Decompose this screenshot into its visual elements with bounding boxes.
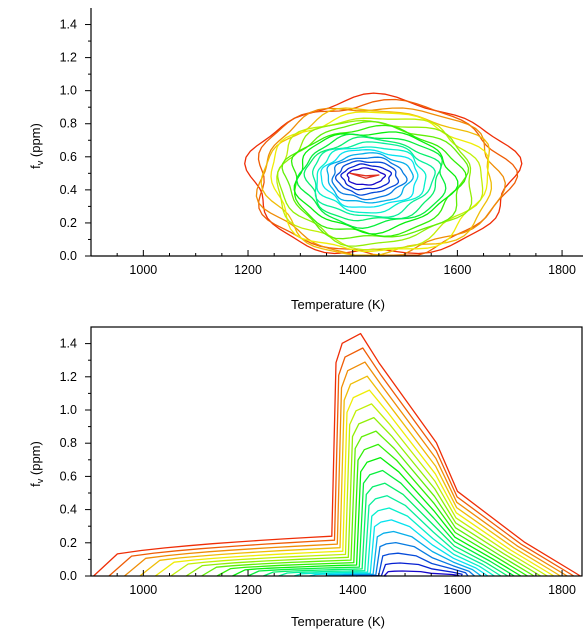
contour-line [263,482,509,577]
y-axis-title-top-main: f [28,165,43,169]
x-tick-label: 1000 [129,263,157,277]
y-tick-label: 1.0 [60,84,77,98]
contour-line [316,146,427,214]
contour-line [334,160,400,196]
x-tick-label: 1400 [339,263,367,277]
y-axis-title-top-sub: v [35,160,45,165]
x-tick-label: 1600 [443,263,471,277]
y-tick-label: 0.0 [60,249,77,263]
y-tick-label: 0.6 [60,469,77,483]
y-axis-title-bottom-sub: v [35,478,45,483]
contour-line [244,92,523,255]
y-tick-label: 0.0 [60,569,77,583]
contour-line [331,156,408,201]
contour-line [293,131,459,235]
y-axis-title-top: fv (ppm) [28,123,45,169]
contour-line [170,403,548,577]
contour-line [324,530,482,577]
contour-line [326,152,414,204]
y-tick-label: 1.0 [60,403,77,417]
contour-line [303,136,442,222]
x-tick-label: 1200 [234,583,262,597]
contour-line [232,456,522,577]
contour-line [312,141,436,218]
axes-bottom: 1000 1200 1400 1600 1800 0.0 0.2 0.4 0.6 0.8 1.0 1.… [60,326,583,597]
contour-line [320,149,419,208]
y-axis-title-bottom: fv (ppm) [28,441,45,487]
x-axis-title-top: Temperature (K) [291,297,385,312]
x-tick-label: 1800 [548,263,576,277]
contour-line [294,507,495,577]
x-tick-label: 1800 [548,583,576,597]
x-tick-label: 1200 [234,263,262,277]
contour-lines-top [244,92,523,256]
contour-line [290,124,467,237]
contour-line [277,119,473,247]
contour-lines-bottom [93,332,581,577]
contour-line [154,389,555,577]
contour-plot-top: 1000 1200 1400 1600 1800 0.0 0.2 0.4 0.6 0.8 1.0 1.… [28,8,583,312]
contour-line [260,107,493,256]
y-tick-label: 1.4 [60,18,77,32]
y-tick-label: 1.2 [60,370,77,384]
contour-line [276,117,484,251]
y-tick-label: 0.4 [60,503,77,517]
y-tick-label: 0.4 [60,183,77,197]
contour-line [201,430,535,577]
y-tick-label: 0.8 [60,436,77,450]
contour-line [281,120,470,240]
contour-line [340,163,393,191]
y-axis-title-bottom-unit: (ppm) [28,441,43,479]
y-tick-label: 1.4 [60,337,77,351]
x-axis-title-bottom: Temperature (K) [291,614,385,629]
axes-top: 1000 1200 1400 1600 1800 0.0 0.2 0.4 0.6 0.8 1.0 1.… [60,8,583,277]
contour-line [139,375,561,577]
y-tick-label: 0.6 [60,150,77,164]
x-tick-label: 1000 [129,583,157,597]
contour-line [349,172,380,179]
plot-frame [90,326,583,577]
y-tick-label: 0.2 [60,216,77,230]
contour-line [309,519,489,577]
y-axis-title-bottom-main: f [28,483,43,487]
y-axis-title-top-unit: (ppm) [28,123,43,161]
contour-line [216,443,528,577]
x-tick-label: 1400 [339,583,367,597]
y-tick-label: 0.2 [60,536,77,550]
contour-line [346,167,387,186]
x-tick-label: 1600 [443,583,471,597]
contour-line [185,416,542,577]
y-tick-label: 0.8 [60,117,77,131]
y-tick-label: 1.2 [60,51,77,65]
contour-line [124,361,568,577]
contour-line [108,347,575,577]
contour-line [93,332,581,577]
contour-line [278,495,502,577]
contour-line [296,133,447,229]
contour-line [247,469,515,577]
contour-plot-bottom: 1000 1200 1400 1600 1800 0.0 0.2 0.4 0.6 0.8 1.0 1.… [28,326,583,629]
